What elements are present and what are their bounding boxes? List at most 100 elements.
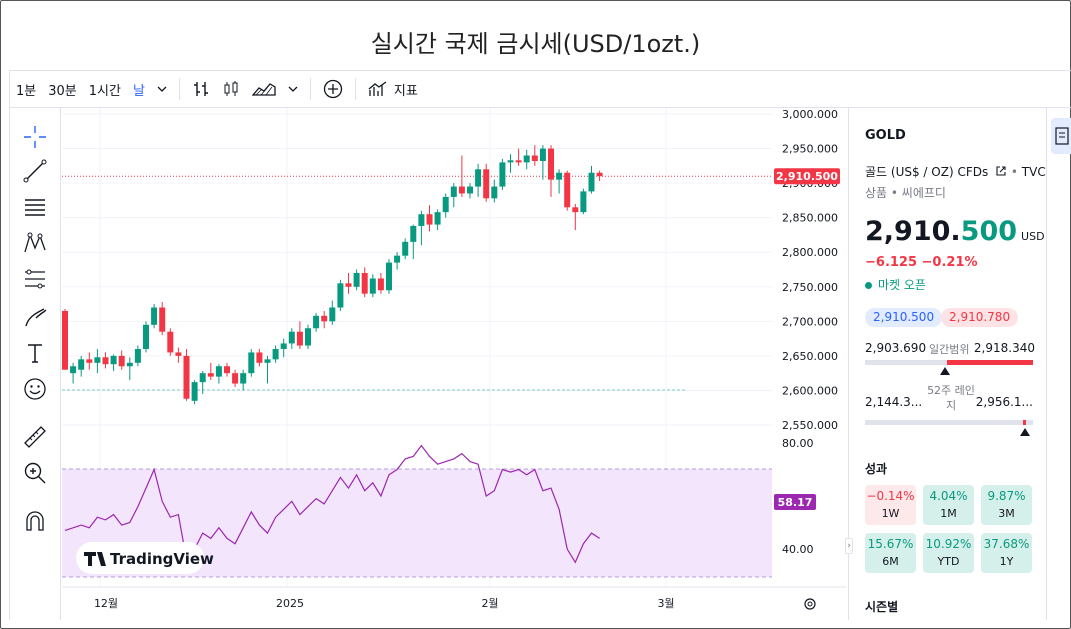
performance-value: −0.14% <box>866 489 915 503</box>
performance-value: 37.68% <box>983 537 1030 551</box>
indicators-button[interactable]: 지표 <box>362 75 424 103</box>
chart-type-dropdown-icon[interactable] <box>282 75 304 103</box>
performance-cell[interactable]: 4.04% 1M <box>923 485 974 525</box>
candle-body <box>410 225 417 242</box>
price-axis-label: 3,000.000 <box>782 108 838 121</box>
candle-body <box>256 352 263 363</box>
price-axis-label: 2,850.000 <box>782 212 838 225</box>
interval-dropdown-icon[interactable] <box>151 75 173 103</box>
candle-body <box>572 207 579 213</box>
candle-body <box>418 214 425 226</box>
toolbar-divider <box>178 78 180 100</box>
forecast-tool-icon[interactable] <box>22 266 48 292</box>
candle-body <box>272 348 279 360</box>
candle-body <box>467 186 473 194</box>
candle-chart-type-icon[interactable] <box>216 75 246 103</box>
week52-range-row: 2,144.3... 52주 레인지 2,956.1... <box>865 384 1035 412</box>
week52-range-low: 2,144.3... <box>865 395 923 409</box>
candle-body <box>232 373 239 384</box>
crosshair-icon[interactable] <box>22 124 48 150</box>
candle-body <box>102 357 109 365</box>
performance-title: 성과 <box>865 462 888 476</box>
candle-body <box>224 366 230 374</box>
rsi-line <box>64 444 600 564</box>
toolbar-divider <box>354 78 356 100</box>
candle-body <box>596 172 603 177</box>
indicators-icon <box>368 81 387 96</box>
ruler-icon[interactable] <box>22 424 48 450</box>
day-range-label: 일간범위 <box>929 343 970 356</box>
price-chart[interactable]: 3,000.0002,950.0002,900.0002,850.0002,80… <box>62 108 846 620</box>
tradingview-watermark[interactable]: TradingView <box>76 542 214 574</box>
panel-collapse-handle[interactable]: › <box>845 538 853 554</box>
price-chart-svg[interactable]: 3,000.0002,950.0002,900.0002,850.0002,80… <box>62 108 846 620</box>
candle-body <box>564 172 571 208</box>
rsi-axis-label: 40.00 <box>782 543 814 556</box>
week52-range-label: 52주 레인지 <box>927 384 975 412</box>
area-chart-type-icon[interactable] <box>246 75 282 103</box>
candle-body <box>361 272 368 294</box>
performance-cell[interactable]: 10.92% YTD <box>923 533 974 573</box>
candle-body <box>86 359 93 363</box>
candle-body <box>151 307 158 325</box>
brush-icon[interactable] <box>22 304 48 330</box>
candle-body <box>450 186 457 197</box>
candle-body <box>70 366 77 374</box>
symbol-details-panel: GOLD 골드 (US$ / OZ) CFDs • TVC 상품 • 씨에프디 … <box>845 108 1046 620</box>
watchlist-tab[interactable] <box>1051 118 1071 154</box>
market-status-label: 마켓 오픈 <box>878 278 926 292</box>
performance-value: 9.87% <box>987 489 1026 503</box>
price-currency: USD <box>1021 230 1045 243</box>
chart-settings-icon[interactable] <box>804 598 816 610</box>
interval-day-button[interactable]: 날 <box>132 83 145 99</box>
text-tool-icon[interactable] <box>22 340 48 366</box>
time-axis-label: 2025 <box>276 597 304 610</box>
zoom-in-icon[interactable] <box>22 460 48 486</box>
candle-body <box>94 357 101 363</box>
candle-body <box>588 172 595 192</box>
candle-body <box>377 278 384 291</box>
bid-price-pill: 2,910.500 <box>865 308 943 327</box>
bar-chart-type-icon[interactable] <box>186 75 216 103</box>
candle-body <box>248 352 255 374</box>
external-link-icon[interactable] <box>995 165 1007 177</box>
performance-cell[interactable]: 15.67% 6M <box>865 533 916 573</box>
performance-cell[interactable]: 9.87% 3M <box>981 485 1032 525</box>
day-range-high: 2,918.340 <box>973 341 1035 355</box>
candle-body <box>548 148 554 180</box>
tradingview-watermark-label: TradingView <box>110 550 214 568</box>
price-integer: 2,910. <box>865 216 961 247</box>
day-range-bar <box>865 360 1033 365</box>
interval-30m-button[interactable]: 30분 <box>48 83 77 99</box>
price-decimal: 500 <box>960 216 1018 247</box>
watchlist-icon <box>1055 127 1069 145</box>
performance-period: 1Y <box>999 555 1014 568</box>
price-axis-label: 2,750.000 <box>782 281 838 294</box>
compare-add-icon[interactable] <box>317 75 349 103</box>
candle-body <box>434 212 441 225</box>
performance-period: 1M <box>940 507 957 520</box>
indicators-label: 지표 <box>393 83 418 99</box>
pattern-tool-icon[interactable] <box>22 230 48 256</box>
emoji-icon[interactable] <box>22 376 48 402</box>
symbol-ticker[interactable]: GOLD <box>865 128 906 143</box>
candle-body <box>62 310 68 370</box>
trend-line-icon[interactable] <box>22 158 48 184</box>
tradingview-logo-icon <box>84 552 106 566</box>
interval-1h-button[interactable]: 1시간 <box>88 83 121 99</box>
price-axis-label: 2,950.000 <box>782 143 838 156</box>
magnet-icon[interactable] <box>22 508 48 534</box>
performance-period: YTD <box>937 555 960 568</box>
candle-body <box>313 315 320 329</box>
performance-cell[interactable]: 37.68% 1Y <box>981 533 1032 573</box>
candle-body <box>394 255 401 263</box>
interval-1m-button[interactable]: 1분 <box>16 83 37 99</box>
price-axis-label: 2,600.000 <box>782 384 838 397</box>
symbol-category: 상품 • 씨에프디 <box>865 186 946 200</box>
candle-body <box>580 191 587 213</box>
candle-body <box>386 262 392 291</box>
price-change: −6.125 −0.21% <box>865 255 978 270</box>
fib-retracement-icon[interactable] <box>22 194 48 220</box>
candle-body <box>337 283 344 308</box>
performance-cell[interactable]: −0.14% 1W <box>865 485 916 525</box>
